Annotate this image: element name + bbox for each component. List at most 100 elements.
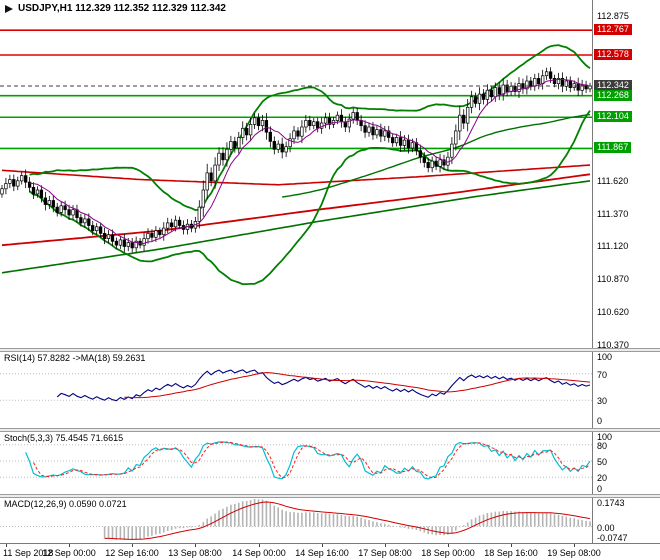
candle-body [552,78,557,85]
candle-body [8,179,12,184]
stoch-axis[interactable]: 100 80 50 20 0 [592,432,660,494]
candle-body [359,120,363,127]
price-level-badge: 112.767 [594,24,632,36]
candle-body [568,80,572,88]
candle-body [292,130,296,140]
chart-arrow-icon [5,5,13,13]
candle-body [351,112,355,120]
candle-body [276,143,280,150]
candle-body [556,78,561,85]
candle-body [126,242,130,247]
rsi-line [56,369,591,402]
candle-body [442,159,446,166]
candle-body [391,137,395,144]
candle-body [537,78,541,85]
macd-histogram [103,499,591,540]
chart-title: USDJPY,H1 112.329 112.352 112.329 112.34… [18,3,226,14]
candle-body [173,219,178,228]
candle-body [383,130,387,137]
macd-axis[interactable]: 0.1743 0.00 -0.0747 [592,498,660,543]
candle-body [83,218,87,224]
candle-body [79,217,83,224]
time-axis-tick [6,544,7,547]
candle-body [213,164,217,182]
time-axis-label: 12 Sep 00:00 [42,548,96,558]
indicator-axis-label: 0.1743 [597,498,625,508]
price-axis-label: 110.870 [597,274,629,285]
candle-body [209,172,213,182]
candle-body [489,89,494,98]
indicator-axis-label: 0 [597,416,603,426]
candle-body [237,137,241,149]
main-price-axis[interactable]: 112.875 111.620 111.370 111.120 110.870 110.6… [592,0,660,350]
candle-body [316,121,320,129]
indicator-axis-label: 70 [597,369,608,380]
candle-body [544,71,549,77]
candle-body [114,240,119,246]
price-level-badge: 112.104 [594,111,632,123]
main-chart-plot[interactable]: USDJPY,H1 112.329 112.352 112.329 112.34… [0,0,592,348]
time-axis-tick [195,544,196,547]
candle-body [406,139,411,149]
rsi-panel-plot[interactable]: RSI(14) 57.8282 ->MA(18) 59.2631 [0,352,592,428]
macd-label: MACD(12,26,9) 0.0590 0.0721 [4,499,127,509]
candle-body [327,117,332,125]
panel-splitter[interactable] [0,428,660,432]
candle-body [241,127,245,138]
time-axis-tick [511,544,512,547]
candle-body [371,126,375,136]
candle-body [446,156,450,166]
mid-red-ma-line [1,164,591,186]
stoch-panel-plot[interactable]: Stoch(5,3,3) 75.4545 71.6615 [0,432,592,494]
candle-body [497,87,501,95]
candle-body [576,83,580,91]
candle-body [462,114,466,124]
indicator-axis-label: -0.0747 [597,533,628,543]
candle-body [43,197,48,205]
indicator-axis-label: 100 [597,352,613,362]
panel-splitter[interactable] [0,348,660,352]
candle-body [355,112,359,121]
candle-body [245,127,249,136]
candle-body [264,120,269,133]
rsi-axis[interactable]: 100 70 30 0 [592,352,660,428]
time-axis-tick [574,544,575,547]
price-level-badge: 112.342 [594,80,632,91]
price-axis-label: 110.620 [597,307,629,318]
candle-body [27,181,32,188]
time-axis-tick [69,544,70,547]
candle-body [304,120,308,128]
candle-body [458,114,462,132]
panel-splitter[interactable] [0,494,660,498]
main-chart-canvas [0,29,592,286]
candle-body [398,137,403,146]
time-axis-label: 14 Sep 16:00 [295,548,349,558]
indicator-axis-label: 50 [597,457,608,467]
candle-body [548,71,553,79]
candle-body [485,89,490,100]
indicator-axis-label: 80 [597,440,608,451]
time-axis[interactable]: 11 Sep 2018 12 Sep 00:00 12 Sep 16:00 13 Se… [0,543,660,560]
candle-body [146,233,150,240]
candle-body [233,141,237,149]
candle-body [248,124,253,136]
indicator-axis-label: 100 [597,432,613,442]
candle-body [201,189,205,208]
time-axis-label: 14 Sep 00:00 [232,548,286,558]
candle-body [71,209,75,216]
candle-body [51,200,55,208]
time-axis-label: 12 Sep 16:00 [105,548,159,558]
price-level-badge: 112.268 [594,89,632,101]
time-axis-label: 19 Sep 08:00 [547,548,601,558]
candle-body [363,125,367,133]
candle-body [525,80,529,90]
candle-body [217,152,221,166]
candle-body [418,150,422,158]
macd-panel-plot[interactable]: MACD(12,26,9) 0.0590 0.0721 [0,498,592,543]
candle-body [466,106,470,124]
time-axis-tick [322,544,323,547]
candle-body [339,114,344,123]
time-axis-tick [132,544,133,547]
candle-body [533,78,537,87]
candle-body [469,96,474,108]
